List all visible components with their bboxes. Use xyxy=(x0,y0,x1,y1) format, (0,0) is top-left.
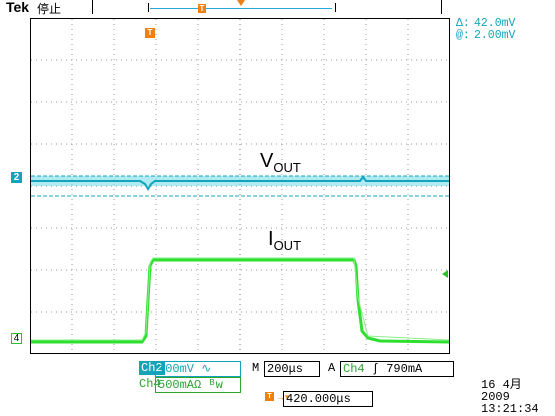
trigger-slope-icon: ʃ xyxy=(371,362,380,376)
record-view-bar[interactable] xyxy=(148,3,336,12)
ch2-coupling-icon: ∿ xyxy=(201,362,212,376)
ch2-name[interactable]: Ch2 xyxy=(139,361,165,375)
divider xyxy=(92,0,93,14)
ch4-scale: 500mA xyxy=(158,378,195,392)
graticule xyxy=(30,18,450,354)
ch2-scale-box[interactable]: 100mV ∿ xyxy=(155,361,241,377)
at-label: @: xyxy=(456,29,470,42)
trigger-position-arrow-icon xyxy=(237,0,245,6)
trigger-readout[interactable]: Ch4 ʃ 790mA xyxy=(340,361,454,377)
ch2-scale: 100mV xyxy=(158,362,195,376)
divider xyxy=(441,0,442,14)
trigger-time-marker-icon[interactable]: T xyxy=(145,28,155,38)
record-view-line xyxy=(150,8,332,9)
graticule-grid xyxy=(31,19,449,353)
main-timebase-label: M xyxy=(252,361,260,375)
iout-label-sub: OUT xyxy=(273,238,302,253)
iout-label: IOUT xyxy=(268,228,301,253)
delta-value: 42.0mV xyxy=(474,17,516,30)
iout-label-main: I xyxy=(268,228,274,250)
brand-logo: Tek xyxy=(6,0,30,15)
trigger-position-marker-icon: T xyxy=(265,392,274,401)
ch4-waveform xyxy=(31,257,450,344)
ch4-trace-noise xyxy=(31,257,450,341)
ch4-coupling-icon: Ω ᴮw xyxy=(194,378,223,392)
arrow-right-icon: →▾ xyxy=(276,392,290,402)
ch4-ground-marker[interactable]: 4 xyxy=(11,333,22,344)
vout-label-sub: OUT xyxy=(273,160,301,175)
ch2-ground-marker[interactable]: 2 xyxy=(11,172,22,183)
time: 13:21:34 xyxy=(481,402,539,416)
trigger-position-value[interactable]: 420.000μs xyxy=(283,391,373,407)
vout-label: VOUT xyxy=(260,150,301,175)
run-status: 停止 xyxy=(37,2,62,16)
at-value: 2.00mV xyxy=(474,29,516,42)
timebase-value[interactable]: 200μs xyxy=(264,361,320,377)
date-time: 16 4月 2009 13:21:34 xyxy=(481,379,555,415)
cursor-readout: Δ: 42.0mV @: 2.00mV xyxy=(456,18,515,42)
ch2-waveform xyxy=(31,175,449,197)
delta-label: Δ: xyxy=(456,17,470,30)
vout-label-main: V xyxy=(260,150,274,172)
record-trigger-marker-icon: T xyxy=(198,4,206,13)
acquire-label: A xyxy=(328,361,336,375)
trigger-source: Ch4 xyxy=(343,362,365,376)
date: 16 4月 2009 xyxy=(481,378,522,404)
ch4-scale-box[interactable]: 500mAΩ ᴮw xyxy=(155,377,241,393)
trigger-level-arrow-icon[interactable] xyxy=(442,270,448,278)
waveform-display[interactable] xyxy=(30,18,450,354)
trigger-level: 790mA xyxy=(386,362,423,376)
ch2-trace xyxy=(31,175,449,191)
